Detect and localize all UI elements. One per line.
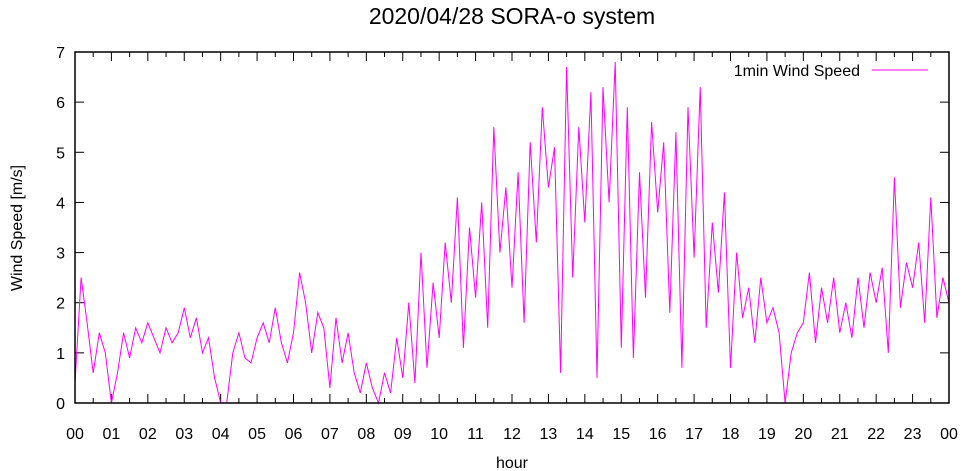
x-tick-label: 09: [394, 426, 412, 443]
y-tick-label: 5: [56, 145, 65, 162]
x-tick-label: 23: [904, 426, 922, 443]
x-tick-label: 05: [248, 426, 266, 443]
x-tick-label: 16: [649, 426, 667, 443]
chart-title: 2020/04/28 SORA-o system: [369, 3, 655, 29]
y-tick-label: 1: [56, 346, 65, 363]
x-tick-label: 08: [357, 426, 375, 443]
x-tick-label: 22: [867, 426, 885, 443]
x-tick-label: 06: [285, 426, 303, 443]
y-axis-label: Wind Speed [m/s]: [9, 165, 26, 291]
x-tick-label: 04: [212, 426, 230, 443]
x-tick-label: 10: [430, 426, 448, 443]
y-tick-label: 7: [56, 45, 65, 62]
x-tick-label: 00: [940, 426, 958, 443]
x-tick-label: 02: [139, 426, 157, 443]
x-tick-label: 12: [503, 426, 521, 443]
x-tick-label: 13: [540, 426, 558, 443]
x-tick-label: 17: [685, 426, 703, 443]
x-tick-label: 15: [612, 426, 630, 443]
series-line-1min-wind-speed: [74, 61, 950, 405]
x-tick-label: 21: [831, 426, 849, 443]
x-tick-label: 07: [321, 426, 339, 443]
x-tick-label: 20: [794, 426, 812, 443]
y-tick-label: 3: [56, 246, 65, 263]
x-tick-label: 01: [103, 426, 121, 443]
x-tick-label: 00: [66, 426, 84, 443]
legend: 1min Wind Speed: [734, 63, 928, 80]
y-tick-label: 0: [56, 396, 65, 413]
plot-frame: [74, 51, 950, 404]
legend-label: 1min Wind Speed: [734, 63, 860, 80]
x-tick-label: 18: [722, 426, 740, 443]
x-tick-label: 03: [175, 426, 193, 443]
y-tick-label: 6: [56, 95, 65, 112]
x-tick-label: 11: [467, 426, 484, 443]
y-tick-label: 2: [56, 296, 65, 313]
y-tick-label: 4: [56, 195, 65, 212]
x-tick-label: 14: [576, 426, 594, 443]
x-tick-label: 19: [758, 426, 776, 443]
x-axis-label: hour: [496, 455, 529, 471]
